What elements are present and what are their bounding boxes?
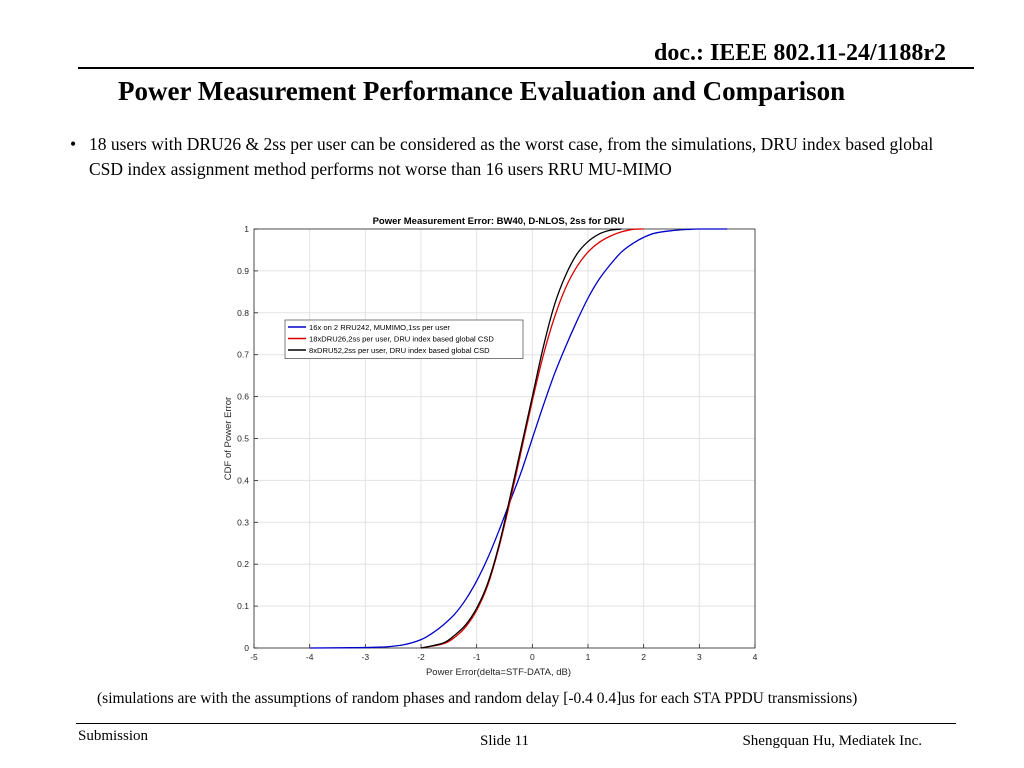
series-dru26-18x-line [420, 228, 644, 649]
series-rru242-mumimo-line [309, 228, 728, 649]
axes-layer [253, 228, 756, 649]
bullet-item: • 18 users with DRU26 & 2ss per user can… [70, 132, 950, 182]
simulation-caption: (simulations are with the assumptions of… [97, 690, 858, 707]
slide-title: Power Measurement Performance Evaluation… [118, 76, 846, 106]
y-tick-label: 0.4 [237, 475, 249, 485]
legend-box [284, 319, 524, 359]
footer-author: Shengquan Hu, Mediatek Inc. [742, 733, 922, 749]
header-rule [78, 67, 974, 69]
y-tick-label: 0.1 [237, 601, 249, 611]
y-tick-label: 0.9 [237, 266, 249, 276]
doc-id: doc.: IEEE 802.11-24/1188r2 [653, 40, 946, 66]
y-tick-label: 0.7 [237, 350, 249, 360]
x-tick-label: -1 [473, 652, 481, 662]
footer-slide-number: Slide 11 [480, 733, 530, 749]
y-axis-label: CDF of Power Error [223, 397, 234, 480]
y-tick-label: 0 [244, 643, 249, 653]
legend-entry: 18xDRU26,2ss per user, DRU index based g… [309, 335, 494, 344]
footer-rule [76, 723, 956, 724]
legend-entry: 16x on 2 RRU242, MUMIMO,1ss per user [309, 323, 450, 332]
axes-box [253, 228, 756, 649]
y-tick-label: 0.2 [237, 559, 249, 569]
x-tick-label: -3 [362, 652, 370, 662]
x-tick-label: 0 [530, 652, 535, 662]
y-tick-label: 0.8 [237, 308, 249, 318]
grid-layer [253, 228, 756, 649]
y-tick-label: 1 [244, 224, 249, 234]
chart-title: Power Measurement Error: BW40, D-NLOS, 2… [373, 216, 625, 227]
y-tick-label: 0.6 [237, 392, 249, 402]
series-dru52-8x-line [420, 228, 622, 649]
x-tick-label: -2 [417, 652, 425, 662]
y-tick-label: 0.5 [237, 434, 249, 444]
x-tick-label: 1 [586, 652, 591, 662]
x-tick-label: 3 [697, 652, 702, 662]
plot-area [254, 229, 755, 648]
x-tick-label: 2 [641, 652, 646, 662]
x-tick-label: -5 [250, 652, 258, 662]
bullet-text: 18 users with DRU26 & 2ss per user can b… [89, 134, 934, 179]
series-layer [309, 228, 728, 649]
bullet-marker: • [70, 134, 77, 154]
x-axis-label: Power Error(delta=STF-DATA, dB) [426, 667, 571, 678]
text-layer: -5 -4 -3 -2 -1 0 1 2 3 4 0 0.1 0.2 0.3 0.4 0.5 0.6 0.7 0.8… [223, 216, 758, 678]
legend-entry: 8xDRU52,2ss per user, DRU index based gl… [309, 346, 490, 355]
legend-layer: 16x on 2 RRU242, MUMIMO,1ss per user 18xD… [284, 319, 524, 359]
footer-submission: Submission [78, 728, 149, 744]
y-tick-label: 0.3 [237, 517, 249, 527]
x-tick-label: 4 [753, 652, 758, 662]
x-tick-label: -4 [306, 652, 314, 662]
